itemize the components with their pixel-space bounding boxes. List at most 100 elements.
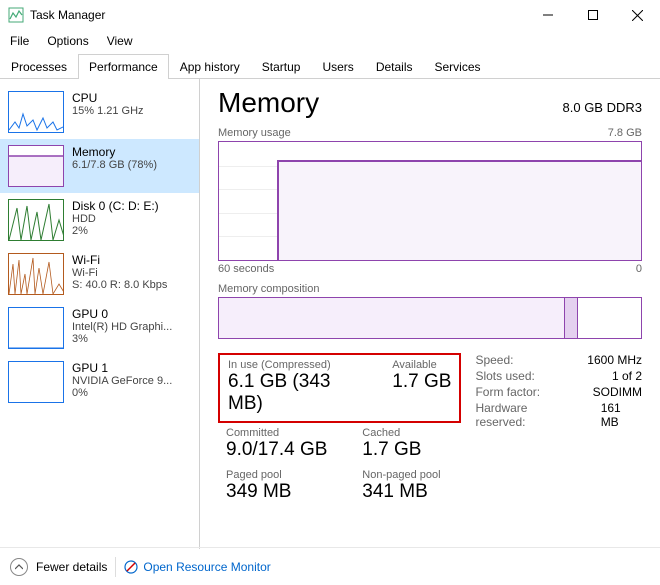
open-resource-monitor-link[interactable]: Open Resource Monitor <box>124 560 270 574</box>
slots-v: 1 of 2 <box>612 369 642 383</box>
tab-services[interactable]: Services <box>424 54 492 79</box>
content-header: Memory 8.0 GB DDR3 <box>218 87 642 119</box>
sidebar-item-gpu0[interactable]: GPU 0 Intel(R) HD Graphi... 3% <box>0 301 199 355</box>
gpu1-sub: NVIDIA GeForce 9... <box>72 375 172 387</box>
paged-value: 349 MB <box>226 481 340 503</box>
inuse-label: In use (Compressed) <box>228 359 370 371</box>
memory-title: Memory <box>72 145 157 159</box>
resource-monitor-icon <box>124 560 138 574</box>
disk-title: Disk 0 (C: D: E:) <box>72 199 159 213</box>
wifi-sub2: S: 40.0 R: 8.0 Kbps <box>72 279 167 291</box>
tab-performance[interactable]: Performance <box>78 54 169 79</box>
sidebar-item-wifi[interactable]: Wi-Fi Wi-Fi S: 40.0 R: 8.0 Kbps <box>0 247 199 301</box>
committed-value: 9.0/17.4 GB <box>226 439 340 461</box>
form-k: Form factor: <box>475 385 540 399</box>
right-stats: Speed:1600 MHz Slots used:1 of 2 Form fa… <box>475 353 642 503</box>
committed-label: Committed <box>226 427 340 439</box>
composition-label: Memory composition <box>218 283 319 295</box>
cpu-thumb <box>8 91 64 133</box>
form-v: SODIMM <box>593 385 642 399</box>
task-manager-icon <box>8 7 24 23</box>
nonpaged-value: 341 MB <box>362 481 453 503</box>
footer: Fewer details Open Resource Monitor <box>0 547 660 585</box>
memory-composition-bar[interactable] <box>218 297 642 339</box>
wifi-sub: Wi-Fi <box>72 267 167 279</box>
titlebar: Task Manager <box>0 0 660 30</box>
menu-file[interactable]: File <box>10 34 29 48</box>
speed-k: Speed: <box>475 353 513 367</box>
stats-area: In use (Compressed) 6.1 GB (343 MB) Avai… <box>218 353 642 503</box>
memory-total-spec: 8.0 GB DDR3 <box>563 100 642 115</box>
sidebar-item-disk[interactable]: Disk 0 (C: D: E:) HDD 2% <box>0 193 199 247</box>
graph-fill <box>279 160 641 260</box>
paged-label: Paged pool <box>226 469 340 481</box>
wifi-text: Wi-Fi Wi-Fi S: 40.0 R: 8.0 Kbps <box>72 253 167 291</box>
comp-compressed <box>565 298 578 338</box>
tab-details[interactable]: Details <box>365 54 424 79</box>
tab-processes[interactable]: Processes <box>0 54 78 79</box>
memory-sub: 6.1/7.8 GB (78%) <box>72 159 157 171</box>
available-value: 1.7 GB <box>392 371 451 393</box>
inuse-value: 6.1 GB (343 MB) <box>228 371 370 415</box>
sidebar-item-gpu1[interactable]: GPU 1 NVIDIA GeForce 9... 0% <box>0 355 199 409</box>
footer-divider <box>115 557 116 577</box>
minimize-button[interactable] <box>525 0 570 30</box>
gpu0-sub: Intel(R) HD Graphi... <box>72 321 172 333</box>
memory-thumb <box>8 145 64 187</box>
available-label: Available <box>392 359 451 371</box>
menubar: File Options View <box>0 30 660 52</box>
gpu1-sub2: 0% <box>72 387 172 399</box>
menu-options[interactable]: Options <box>47 34 88 48</box>
resource-monitor-label: Open Resource Monitor <box>143 560 270 574</box>
gpu0-sub2: 3% <box>72 333 172 345</box>
highlight-box: In use (Compressed) 6.1 GB (343 MB) Avai… <box>218 353 461 423</box>
tab-users[interactable]: Users <box>311 54 364 79</box>
disk-text: Disk 0 (C: D: E:) HDD 2% <box>72 199 159 237</box>
comp-in-use <box>219 298 565 338</box>
page-title: Memory <box>218 87 319 119</box>
disk-thumb <box>8 199 64 241</box>
close-button[interactable] <box>615 0 660 30</box>
cpu-title: CPU <box>72 91 144 105</box>
maximize-button[interactable] <box>570 0 615 30</box>
fewer-details-icon[interactable] <box>10 558 28 576</box>
time-right: 0 <box>636 263 642 275</box>
disk-sub2: 2% <box>72 225 159 237</box>
disk-sub: HDD <box>72 213 159 225</box>
window-title: Task Manager <box>30 8 525 22</box>
menu-view[interactable]: View <box>107 34 133 48</box>
usage-max: 7.8 GB <box>608 127 642 139</box>
wifi-thumb <box>8 253 64 295</box>
gpu0-title: GPU 0 <box>72 307 172 321</box>
memory-usage-graph[interactable] <box>218 141 642 261</box>
cached-value: 1.7 GB <box>362 439 453 461</box>
cpu-sub: 15% 1.21 GHz <box>72 105 144 117</box>
wifi-title: Wi-Fi <box>72 253 167 267</box>
tabbar: Processes Performance App history Startu… <box>0 54 660 79</box>
usage-label: Memory usage <box>218 127 291 139</box>
graph-rise <box>277 160 279 260</box>
speed-v: 1600 MHz <box>587 353 642 367</box>
time-left: 60 seconds <box>218 263 274 275</box>
gpu1-title: GPU 1 <box>72 361 172 375</box>
memory-text: Memory 6.1/7.8 GB (78%) <box>72 145 157 171</box>
usage-label-row: Memory usage 7.8 GB <box>218 127 642 139</box>
tab-startup[interactable]: Startup <box>251 54 312 79</box>
comp-label-row: Memory composition <box>218 283 642 295</box>
window-buttons <box>525 0 660 30</box>
fewer-details-link[interactable]: Fewer details <box>36 560 107 574</box>
main-area: CPU 15% 1.21 GHz Memory 6.1/7.8 GB (78%)… <box>0 79 660 549</box>
tab-app-history[interactable]: App history <box>169 54 251 79</box>
sidebar: CPU 15% 1.21 GHz Memory 6.1/7.8 GB (78%)… <box>0 79 200 549</box>
hw-k: Hardware reserved: <box>475 401 580 429</box>
gpu0-text: GPU 0 Intel(R) HD Graphi... 3% <box>72 307 172 345</box>
content: Memory 8.0 GB DDR3 Memory usage 7.8 GB 6… <box>200 79 660 549</box>
cpu-text: CPU 15% 1.21 GHz <box>72 91 144 117</box>
gpu1-thumb <box>8 361 64 403</box>
left-stats: In use (Compressed) 6.1 GB (343 MB) Avai… <box>218 353 461 503</box>
sidebar-item-cpu[interactable]: CPU 15% 1.21 GHz <box>0 85 199 139</box>
graph-under: 60 seconds 0 <box>218 263 642 275</box>
sidebar-item-memory[interactable]: Memory 6.1/7.8 GB (78%) <box>0 139 199 193</box>
nonpaged-label: Non-paged pool <box>362 469 453 481</box>
hw-v: 161 MB <box>601 401 642 429</box>
